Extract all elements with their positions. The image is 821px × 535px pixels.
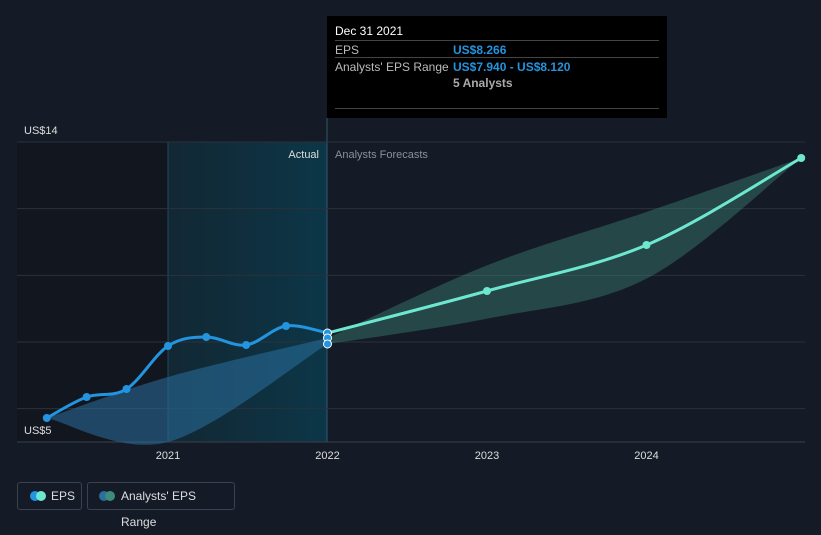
x-tick-label: 2023	[475, 450, 499, 462]
legend-eps[interactable]: EPS	[17, 482, 82, 510]
eps-legend-icon	[30, 491, 40, 501]
eps-actual-point	[164, 342, 172, 350]
eps-forecast-point	[797, 154, 806, 162]
x-tick-label: 2022	[315, 450, 339, 462]
tooltip-eps-value: US$8.266	[453, 43, 507, 57]
tooltip-date: Dec 31 2021	[335, 24, 404, 38]
forecast-label: Analysts Forecasts	[335, 149, 428, 161]
eps-actual-point	[122, 385, 131, 393]
hover-marker	[323, 339, 332, 349]
tooltip-eps-label: EPS	[335, 43, 360, 57]
actual-label: Actual	[288, 149, 319, 161]
legend-eps-label: EPS	[51, 489, 76, 503]
range-band-past	[46, 338, 328, 445]
tooltip-eps-row: EPS US$8.266	[335, 40, 659, 59]
tooltip-divider	[335, 108, 659, 109]
y-tick-label-bottom: US$5	[24, 425, 52, 437]
legend-range[interactable]: Analysts' EPS Range	[87, 482, 235, 529]
eps-actual-point	[42, 414, 51, 422]
tooltip: Dec 31 2021 EPS US$8.266 Analysts' EPS R…	[327, 16, 667, 118]
eps-actual-point	[282, 322, 291, 330]
eps-chart: US$14 US$5 2021 2022 2023 2024 Actual Analysts …	[17, 118, 806, 462]
range-legend-icon	[99, 491, 109, 501]
x-tick-label: 2024	[634, 450, 658, 462]
legend-range-label: Analysts' EPS Range	[121, 489, 196, 529]
eps-legend-icon-2	[36, 491, 46, 501]
tooltip-range-row: Analysts' EPS Range US$7.940 - US$8.120	[335, 57, 659, 76]
eps-forecast-point	[483, 287, 491, 295]
tooltip-range-label: Analysts' EPS Range	[335, 60, 449, 74]
y-tick-label-top: US$14	[24, 125, 58, 137]
eps-actual-point	[202, 333, 211, 341]
tooltip-analysts: 5 Analysts	[453, 76, 513, 90]
x-tick-label: 2021	[156, 450, 180, 462]
tooltip-range-value: US$7.940 - US$8.120	[453, 60, 571, 74]
range-band-forecast	[327, 158, 802, 344]
range-legend-icon-2	[105, 491, 115, 501]
eps-actual-point	[242, 341, 251, 349]
eps-forecast-point	[642, 241, 651, 249]
eps-forecast-line	[327, 156, 802, 335]
eps-actual-point	[82, 393, 91, 401]
